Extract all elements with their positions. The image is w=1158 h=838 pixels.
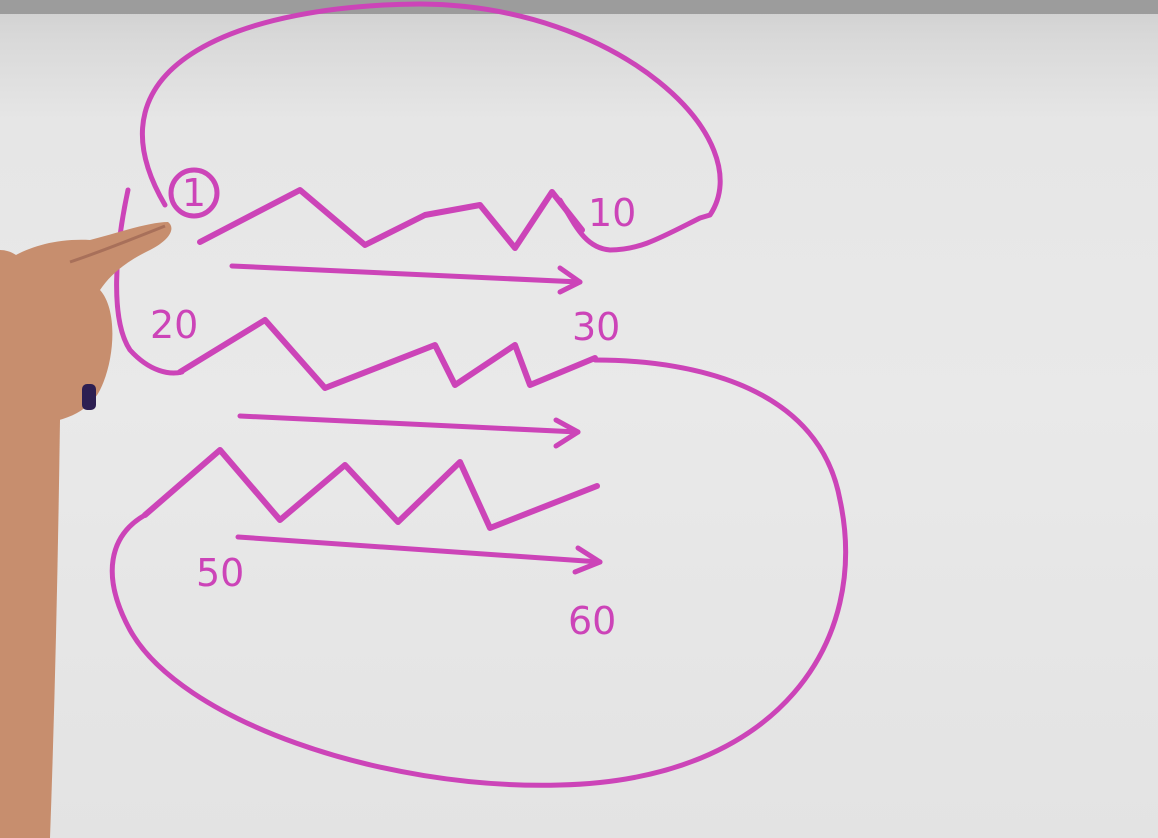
- zigzag-row-1: [197, 187, 585, 251]
- arrow-row-3: [235, 534, 603, 575]
- label-10: 10: [588, 191, 636, 235]
- arrow-row-1: [229, 263, 583, 295]
- label-50: 50: [196, 551, 244, 595]
- label-start: 1: [182, 171, 206, 215]
- label-20: 20: [150, 303, 198, 347]
- zigzag-row-3: [142, 447, 600, 531]
- pointing-hand: [0, 222, 172, 838]
- arrow-row-2: [237, 413, 581, 449]
- index-finger: [69, 224, 166, 264]
- whiteboard-top-frame: [0, 0, 1158, 14]
- zigzag-row-2: [177, 317, 598, 391]
- start-circle: [168, 167, 220, 219]
- label-60: 60: [568, 599, 616, 643]
- hand: [0, 222, 172, 424]
- top-loop-curve: [139, 1, 723, 253]
- right-loop-curve: [109, 357, 849, 788]
- label-30: 30: [572, 305, 620, 349]
- ring: [82, 384, 96, 410]
